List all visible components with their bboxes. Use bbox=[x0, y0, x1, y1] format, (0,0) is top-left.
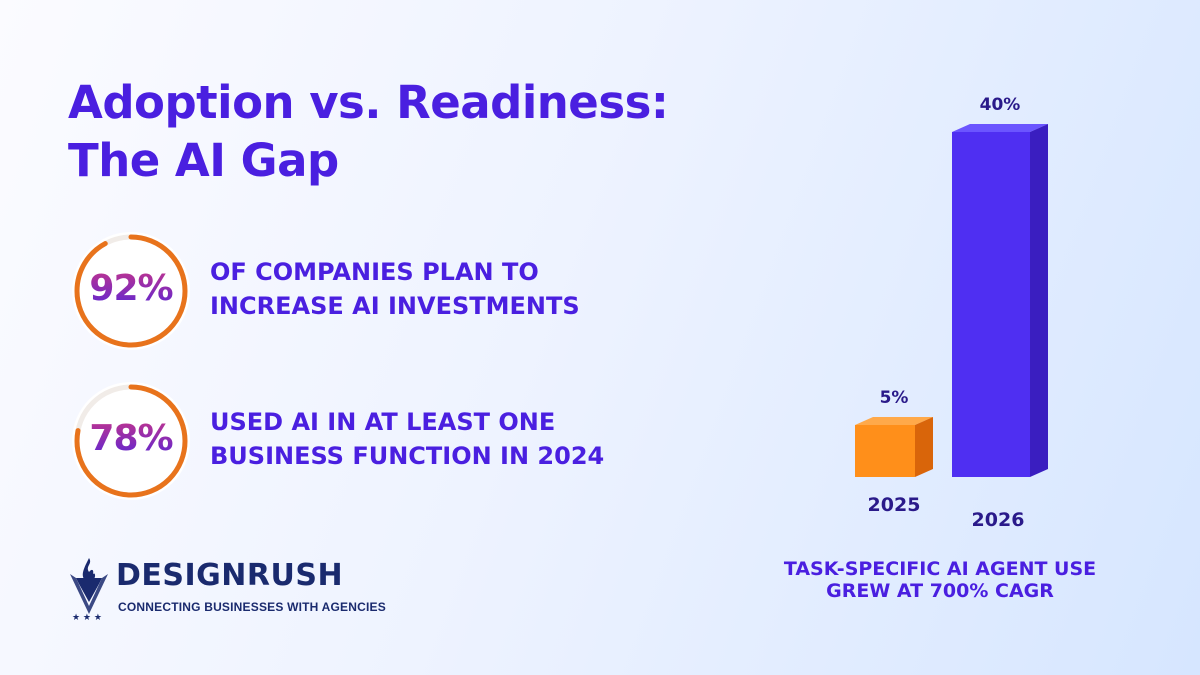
stat-label-line-2: INCREASE AI INVESTMENTS bbox=[210, 292, 580, 320]
bar-chart: 5% 2025 40% 2026 bbox=[855, 95, 1048, 531]
logo-tagline: CONNECTING BUSINESSES WITH AGENCIES bbox=[118, 600, 386, 614]
stat-percentage: 78% bbox=[72, 418, 190, 459]
bar-top-face bbox=[855, 417, 933, 425]
bar-front-face bbox=[952, 132, 1030, 477]
bar-top-face bbox=[952, 124, 1048, 132]
ring-arc bbox=[74, 384, 188, 498]
progress-ring-svg bbox=[74, 384, 188, 498]
x-tick-label: 2026 bbox=[972, 509, 1025, 531]
bar-2026 bbox=[952, 124, 1048, 477]
stat-label-line-1: USED AI IN AT LEAST ONE bbox=[210, 408, 556, 436]
designrush-flame-shield-icon: ★ ★ ★ bbox=[70, 558, 108, 622]
chart-caption-line-2: GREW AT 700% CAGR bbox=[826, 580, 1054, 602]
stat-label-line-1: OF COMPANIES PLAN TO bbox=[210, 258, 539, 286]
stat-label: USED AI IN AT LEAST ONE BUSINESS FUNCTIO… bbox=[210, 405, 690, 473]
chart-caption-line-1: TASK-SPECIFIC AI AGENT USE bbox=[783, 558, 1097, 580]
x-tick-label: 2025 bbox=[868, 494, 921, 516]
progress-ring bbox=[72, 232, 190, 350]
svg-text:★ ★ ★: ★ ★ ★ bbox=[72, 613, 102, 622]
bar-side-face bbox=[915, 417, 933, 477]
title-line-2: The AI Gap bbox=[68, 134, 339, 187]
progress-ring bbox=[72, 382, 190, 500]
chart-caption: TASK-SPECIFIC AI AGENT USE GREW AT 700% … bbox=[740, 558, 1140, 602]
bar-side-face bbox=[1030, 124, 1048, 477]
page-title: Adoption vs. Readiness: The AI Gap bbox=[68, 74, 708, 190]
stat-label: OF COMPANIES PLAN TO INCREASE AI INVESTM… bbox=[210, 255, 690, 323]
designrush-logo: ★ ★ ★ DESIGNRUSH CONNECTING BUSINESSES W… bbox=[68, 556, 408, 622]
title-line-1: Adoption vs. Readiness: bbox=[68, 76, 669, 129]
progress-ring-svg bbox=[74, 234, 188, 348]
stat-investment: 92% OF COMPANIES PLAN TO INCREASE AI INV… bbox=[72, 232, 692, 352]
bar-value-label: 40% bbox=[980, 95, 1021, 115]
bar-value-label: 5% bbox=[880, 388, 909, 408]
bar-2025 bbox=[855, 417, 933, 477]
ring-arc bbox=[74, 234, 188, 348]
stat-label-line-2: BUSINESS FUNCTION IN 2024 bbox=[210, 442, 605, 470]
logo-name: DESIGNRUSH bbox=[116, 558, 344, 593]
stat-percentage: 92% bbox=[72, 268, 190, 309]
stat-usage: 78% USED AI IN AT LEAST ONE BUSINESS FUN… bbox=[72, 382, 692, 502]
bar-front-face bbox=[855, 425, 915, 477]
